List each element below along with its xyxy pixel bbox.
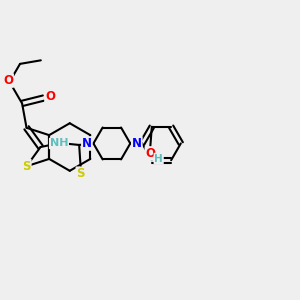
Text: S: S [22, 160, 31, 173]
Text: S: S [76, 167, 85, 180]
Text: O: O [3, 74, 13, 87]
Text: N: N [132, 137, 142, 150]
Text: H: H [154, 154, 163, 164]
Text: O: O [145, 147, 155, 160]
Text: O: O [45, 90, 55, 103]
Text: N: N [82, 137, 92, 150]
Text: NH: NH [50, 139, 68, 148]
